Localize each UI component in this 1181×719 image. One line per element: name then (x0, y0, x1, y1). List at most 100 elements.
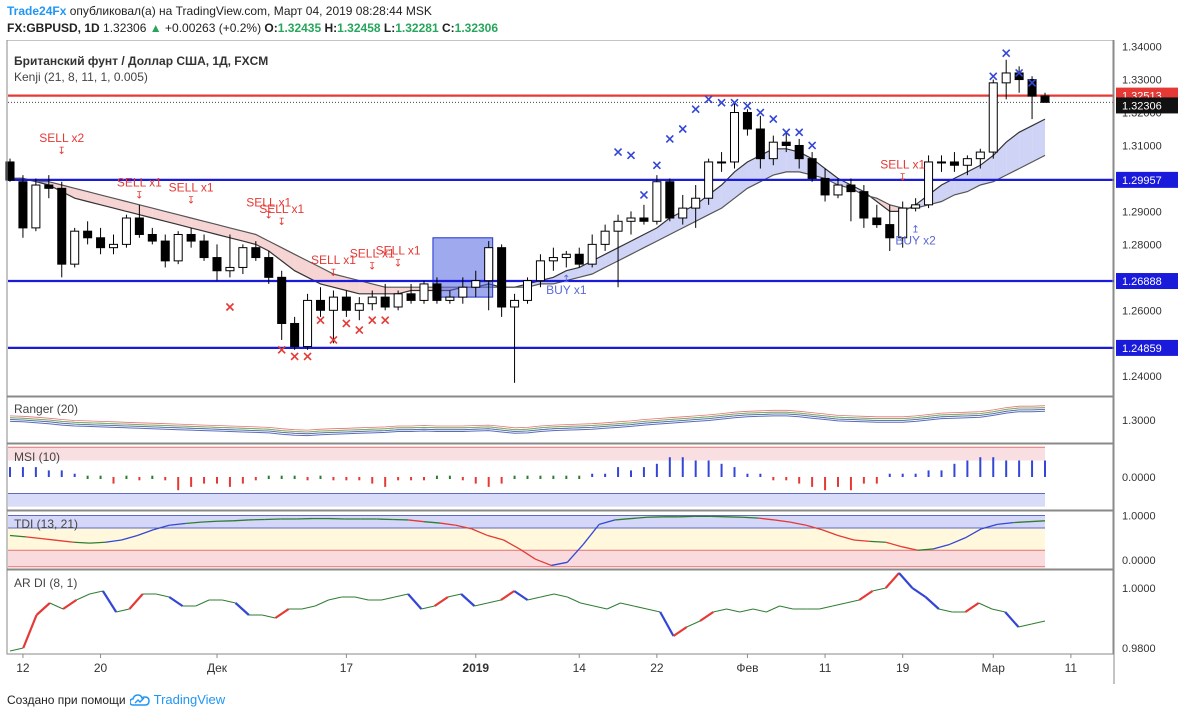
candle-body (600, 230, 610, 245)
price-change: +0.00263 (+0.2%) (165, 21, 262, 35)
sell-arrow-icon: ↧ (58, 146, 66, 157)
chart-area[interactable]: Британский фунт / Доллар США, 1Д, FXCM Ke… (0, 40, 1181, 684)
ardi-line-segment (672, 626, 688, 637)
publish-text: опубликовал(а) на TradingView.com, Март … (69, 4, 432, 18)
candle-body (484, 247, 494, 282)
sell-signal-label: SELL x2 (39, 131, 84, 145)
tdi-line-segment (137, 529, 154, 537)
sell-arrow-icon: ↧ (329, 268, 337, 279)
candle-body (820, 177, 830, 196)
ardi-line-segment (354, 596, 369, 601)
level-price-label: 1.24859 (1122, 343, 1162, 355)
tdi-line-segment (885, 541, 902, 548)
candle-body (807, 158, 817, 179)
candle-body (781, 141, 791, 146)
tdi-line-segment (519, 548, 536, 560)
ardi-line-segment (858, 590, 874, 601)
ardi-line-segment (381, 596, 395, 601)
tradingview-link[interactable]: TradingView (153, 692, 226, 707)
price-tick-label: 1.29000 (1122, 206, 1162, 218)
level-price-label-bg (1116, 171, 1178, 188)
candle-body (354, 303, 364, 311)
candle-body (872, 217, 882, 226)
ardi-line-segment (500, 590, 515, 601)
ardi-line-segment (646, 608, 661, 613)
ardi-line-segment (1004, 611, 1020, 628)
ardi-line-segment (433, 596, 449, 607)
created-with-text: Создано при помощи (7, 692, 126, 707)
sell-signal-label: SELL x1 (246, 195, 291, 209)
sell-signal-label: SELL x1 (117, 176, 162, 190)
sell-cross-marker (303, 352, 312, 361)
tdi-line-segment (582, 523, 600, 545)
ranger-pane-border (6, 396, 1114, 444)
candle-body (18, 181, 28, 229)
kenji-cloud-segment (1006, 132, 1020, 176)
candle-body (911, 204, 921, 209)
sell-cross-marker (355, 326, 364, 335)
ardi-line-segment (35, 602, 51, 616)
kenji-cloud-segment (255, 234, 269, 251)
tdi-line-segment (821, 529, 839, 537)
kenji-cloud-segment (359, 280, 373, 294)
candle-body (522, 280, 533, 301)
candle-body (768, 141, 778, 160)
kenji-cloud-segment (113, 198, 127, 212)
buy-cross-marker (756, 108, 765, 117)
ardi-line-segment (234, 602, 250, 616)
x-tick-label: Мар (982, 661, 1006, 675)
kenji-cloud-segment (191, 218, 205, 232)
candle-body (328, 296, 338, 311)
tdi-line-segment (201, 520, 218, 523)
tdi-tick-label: 0.0000 (1122, 555, 1156, 567)
sell-cross-marker (329, 335, 338, 345)
msi-lower-zone (8, 493, 1045, 507)
ardi-line-segment (314, 599, 329, 607)
tdi-line-segment (837, 534, 855, 541)
buy-cross-marker (704, 95, 713, 104)
ranger-series-line (9, 407, 1046, 433)
candle-body (975, 151, 985, 160)
candle-body (393, 293, 403, 308)
ardi-line-segment (155, 593, 170, 598)
candle-body (238, 247, 248, 268)
candle-body (277, 276, 287, 324)
candle-body (445, 296, 455, 301)
publisher-name[interactable]: Trade24Fx (7, 4, 67, 18)
kenji-cloud-segment (993, 142, 1007, 182)
sell-arrow-icon: ↧ (898, 173, 906, 184)
ardi-line-segment (567, 596, 581, 604)
ardi-line-segment (978, 602, 993, 610)
sell-cross-marker (225, 302, 235, 312)
ranger-band-line (9, 405, 1046, 431)
indicator-label-tdi: TDI (13, 21) (14, 517, 78, 531)
kenji-cloud-segment (333, 274, 347, 291)
ardi-line-segment (620, 602, 634, 607)
tdi-line-segment (869, 540, 886, 543)
tdi-line-segment (455, 524, 472, 530)
low-label: L: (383, 21, 396, 35)
candle-body (57, 187, 67, 265)
candle-body (561, 253, 571, 259)
candle-body (794, 144, 804, 160)
buy-cross-marker (769, 115, 778, 124)
buy-cross-marker (639, 190, 649, 199)
candle-body (1001, 72, 1011, 84)
low-value: 1.32281 (395, 21, 439, 35)
tdi-line-segment (471, 528, 488, 537)
sell-arrow-icon: ↧ (265, 210, 273, 221)
kenji-cloud-segment (656, 218, 670, 242)
price-tick-label: 1.34000 (1122, 42, 1162, 54)
candle-body (639, 217, 649, 222)
candle-body (367, 296, 377, 305)
tdi-line-segment (981, 523, 998, 530)
ardi-line-segment (911, 587, 927, 598)
x-tick-label: 14 (573, 661, 587, 675)
candle-body (121, 217, 131, 245)
candle-body (587, 243, 597, 265)
x-tick-label: 11 (1065, 661, 1078, 675)
sell-signal-label: SELL x1 (169, 181, 214, 195)
candle-body (497, 247, 507, 308)
candle-body (471, 280, 481, 288)
candle-body (613, 220, 623, 232)
